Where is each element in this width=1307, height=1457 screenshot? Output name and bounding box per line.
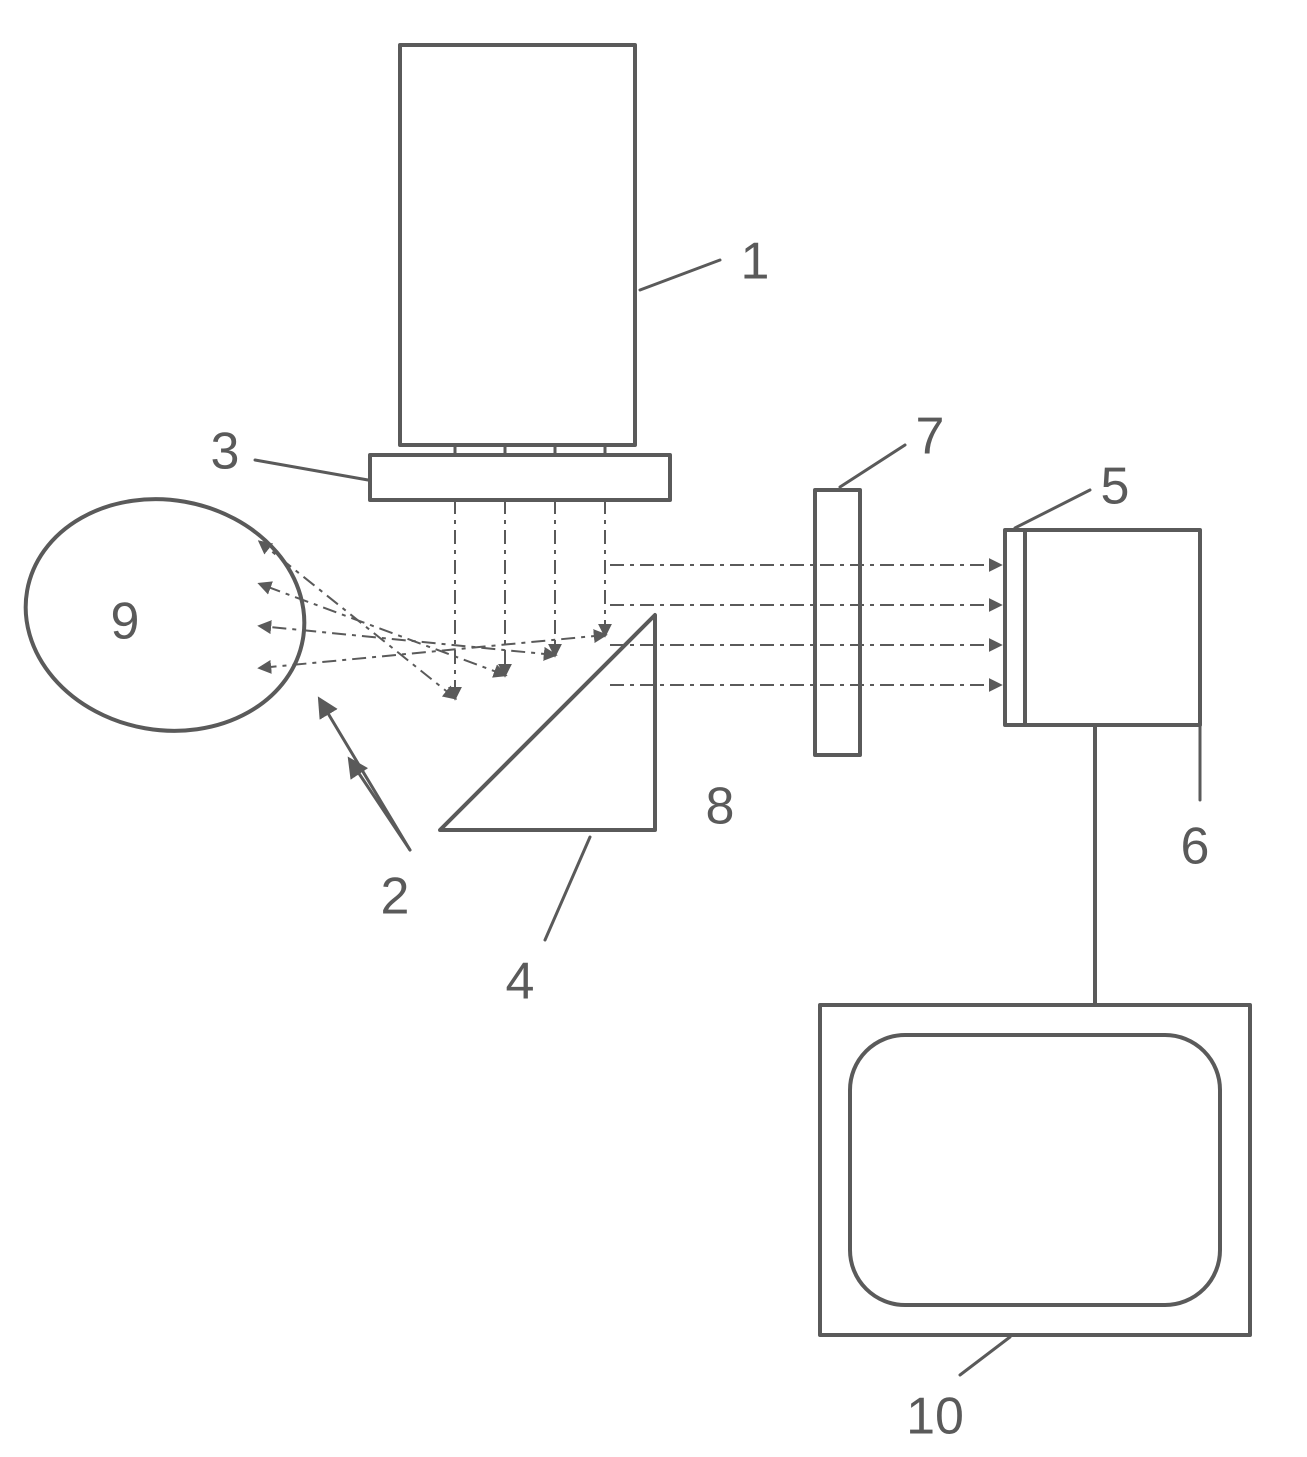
callout-2: 2 [381,868,410,926]
display-outer [820,1005,1250,1335]
callout-4: 4 [506,953,535,1011]
filter-plate [815,490,860,755]
detector-face [1005,530,1025,725]
ray-reflected [260,635,605,668]
callout-3: 3 [211,423,240,481]
callout-10: 10 [906,1388,964,1446]
callout-9: 9 [111,593,140,651]
callout-6: 6 [1181,818,1210,876]
callout-5: 5 [1101,458,1130,516]
detector-body [1025,530,1200,725]
source-block [400,45,635,445]
target-sample [7,477,323,752]
beam-expander [370,455,670,500]
optical-schematic: 1 2 3 4 5 6 7 8 9 10 [0,0,1307,1457]
callout-1: 1 [741,233,770,291]
display-inner [850,1035,1220,1305]
callout-8: 8 [706,778,735,836]
callout-7: 7 [916,408,945,466]
